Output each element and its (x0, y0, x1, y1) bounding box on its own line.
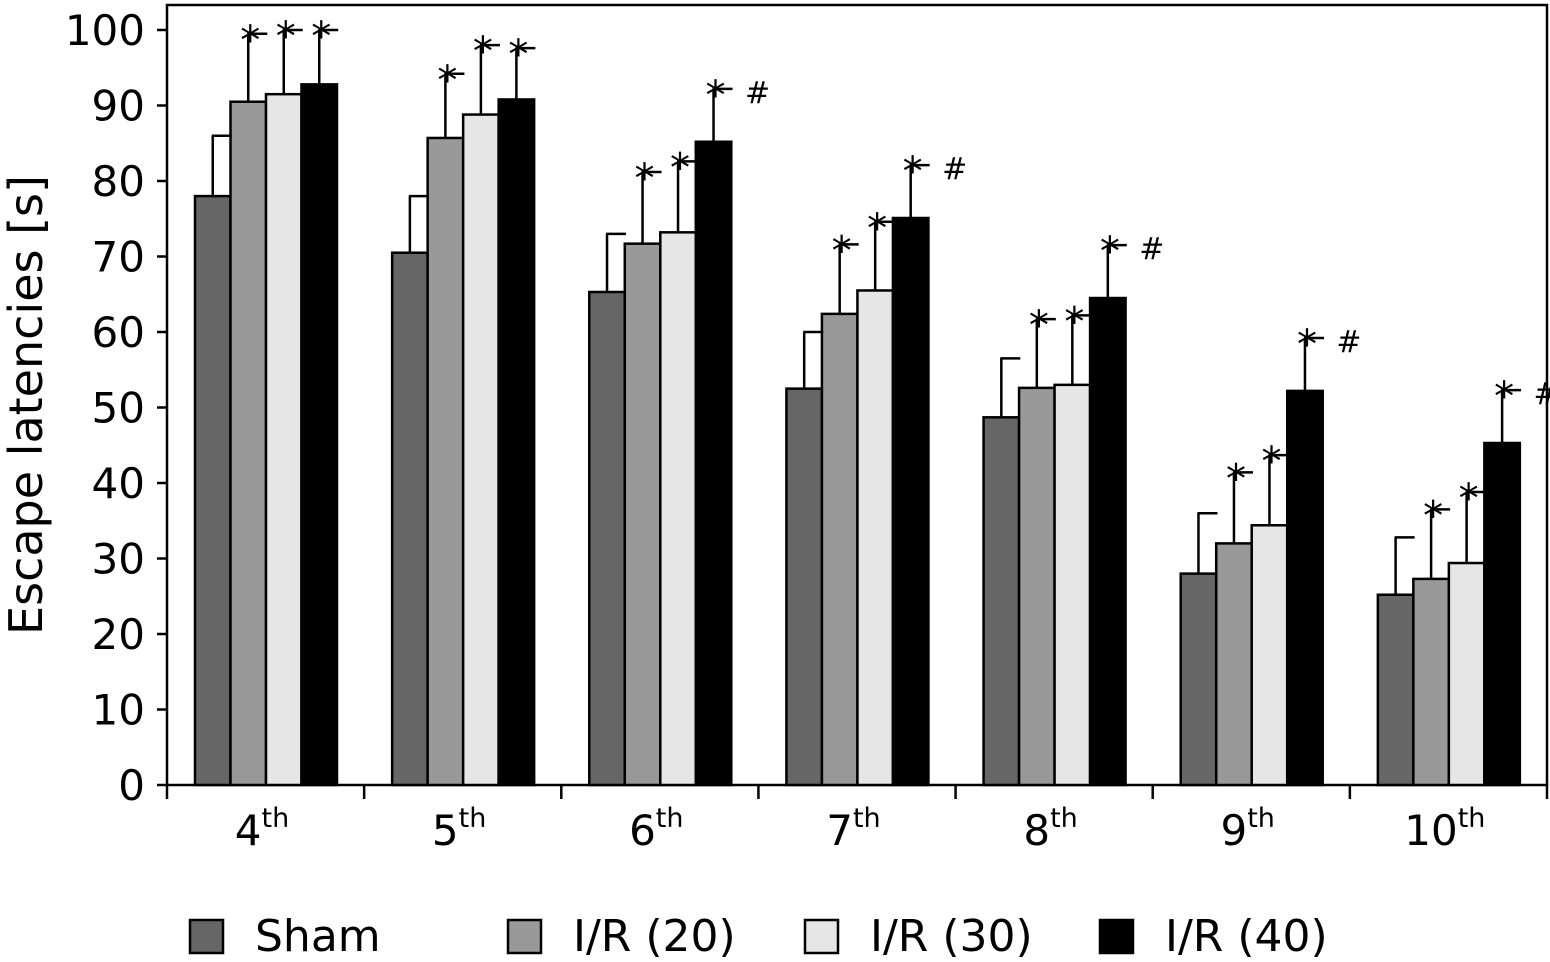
significance-marks-layer: * * * * * * * * * # * * * # * * * # * * * # * * * # (240, 14, 1550, 539)
significance-star: * (1459, 476, 1479, 522)
y-tick-label: 80 (92, 157, 145, 206)
significance-star: * (867, 206, 887, 252)
bar-i-r-30-4 (264, 92, 303, 787)
bar-i-r-20-10 (1412, 577, 1451, 787)
legend-item-3: I/R (40) (1098, 911, 1328, 962)
significance-star: * (1226, 456, 1246, 502)
x-tick-label-10: 10th (1404, 803, 1485, 855)
x-tick-label-4: 4th (235, 803, 289, 855)
x-tick-label-9: 9th (1220, 803, 1274, 855)
bar-sham-4 (193, 194, 232, 787)
significance-hash: # (1139, 232, 1164, 267)
significance-hash: # (1534, 377, 1550, 412)
y-tick-label: 70 (92, 233, 145, 282)
bar-sham-5 (390, 251, 429, 787)
legend-item-2: I/R (30) (803, 911, 1033, 962)
y-axis: 0 10 20 30 40 50 60 70 80 90 100 (65, 6, 167, 810)
significance-star: * (437, 58, 457, 104)
legend-label: Sham (255, 911, 381, 962)
bar-i-r-30-10 (1447, 561, 1486, 787)
significance-star: * (1064, 299, 1084, 345)
bar-i-r-20-7 (820, 312, 859, 787)
bar-i-r-20-4 (229, 100, 268, 787)
bar-i-r-40-6 (694, 140, 733, 787)
significance-star: * (706, 73, 726, 119)
significance-star: * (473, 29, 493, 75)
bar-sham-10 (1376, 593, 1415, 787)
legend-swatch (188, 918, 225, 955)
legend-item-0: Sham (188, 911, 381, 962)
significance-star: * (635, 156, 655, 202)
significance-star: * (832, 228, 852, 274)
bar-i-r-30-9 (1250, 524, 1289, 787)
significance-star: * (1494, 374, 1514, 420)
bar-i-r-30-5 (461, 113, 500, 787)
significance-star: * (1261, 439, 1281, 485)
legend-swatch (803, 918, 840, 955)
y-tick-label: 60 (92, 308, 145, 357)
significance-star: * (1100, 229, 1120, 275)
bar-i-r-30-6 (659, 231, 698, 787)
error-bars-layer (211, 28, 1522, 595)
y-tick-label: 30 (92, 535, 145, 584)
bar-i-r-40-5 (497, 98, 536, 787)
significance-star: * (240, 18, 260, 64)
legend-label: I/R (30) (870, 911, 1033, 962)
bar-sham-9 (1179, 572, 1218, 787)
y-tick-label: 10 (92, 686, 145, 735)
significance-star: * (311, 14, 331, 60)
significance-hash: # (942, 152, 967, 187)
significance-star: * (670, 145, 690, 191)
bar-i-r-20-9 (1214, 542, 1253, 787)
legend-swatch (506, 918, 543, 955)
bar-i-r-40-8 (1088, 296, 1127, 787)
bar-sham-7 (785, 387, 824, 787)
bar-i-r-20-8 (1017, 386, 1056, 787)
bar-i-r-40-10 (1483, 441, 1522, 787)
y-tick-label: 40 (92, 459, 145, 508)
significance-hash: # (1336, 325, 1361, 360)
x-tick-label-6: 6th (629, 803, 683, 855)
legend-label: I/R (40) (1165, 911, 1328, 962)
bar-i-r-40-7 (891, 216, 930, 787)
bars-layer (193, 83, 1522, 787)
bar-sham-6 (588, 290, 627, 787)
x-tick-label-7: 7th (826, 803, 880, 855)
significance-star: * (903, 149, 923, 195)
bar-i-r-40-9 (1285, 389, 1324, 787)
x-tick-label-8: 8th (1023, 803, 1077, 855)
bar-i-r-40-4 (300, 83, 339, 787)
significance-hash: # (745, 76, 770, 111)
bar-sham-8 (982, 416, 1021, 787)
significance-star: * (1029, 303, 1049, 349)
significance-star: * (1297, 322, 1317, 368)
legend-label: I/R (20) (573, 911, 736, 962)
y-tick-label: 100 (65, 6, 145, 55)
y-tick-label: 20 (92, 610, 145, 659)
x-axis: 4th 5th 6th 7th 8th 9th 10th (165, 785, 1549, 855)
legend-item-1: I/R (20) (506, 911, 736, 962)
y-tick-label: 50 (92, 384, 145, 433)
bar-i-r-20-5 (426, 136, 465, 787)
significance-star: * (1423, 493, 1443, 539)
bar-i-r-30-8 (1053, 383, 1092, 787)
bar-i-r-20-6 (623, 242, 662, 787)
y-axis-label: Escape latencies [s] (0, 175, 53, 635)
x-tick-label-5: 5th (432, 803, 486, 855)
y-tick-label: 90 (92, 82, 145, 131)
y-tick-label: 0 (118, 761, 145, 810)
significance-star: * (508, 32, 528, 78)
bar-i-r-30-7 (856, 289, 895, 787)
legend-swatch (1098, 918, 1135, 955)
significance-star: * (276, 14, 296, 60)
legend: Sham I/R (20) I/R (30) I/R (40) (188, 911, 1328, 962)
